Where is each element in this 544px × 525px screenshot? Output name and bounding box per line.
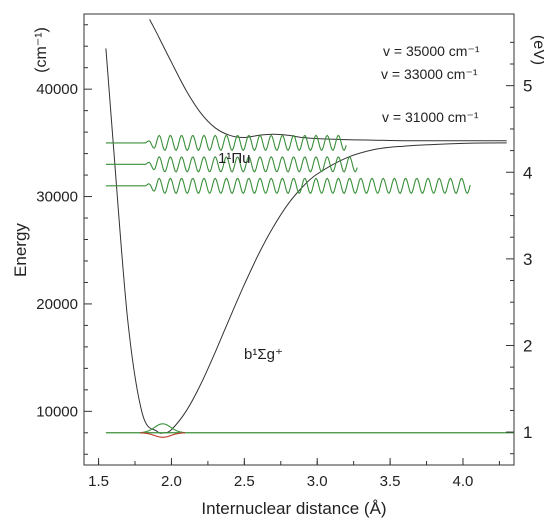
x-tick-label: 4.0 [453, 473, 474, 490]
x-axis-title: Internuclear distance (Å) [201, 499, 386, 518]
x-tick-label: 3.5 [380, 473, 401, 490]
y2-axis-unit: (eV) [530, 35, 544, 65]
potential-curve-1-pi [149, 19, 507, 142]
continuum-wavefunction-35000 [105, 134, 347, 152]
y2-tick-label: 2 [523, 336, 532, 355]
continuum-wavefunction-31000 [105, 177, 471, 195]
x-tick-label: 3.0 [307, 473, 328, 490]
y-axis-unit: (cm⁻¹) [33, 27, 50, 73]
y-axis-title: Energy [11, 223, 30, 277]
ground-wavefunction [140, 423, 186, 434]
x-axis-ticks: 1.5 2.0 2.5 3.0 3.5 4.0 [88, 458, 500, 490]
curves-group [105, 19, 514, 438]
state-label-lower: b¹Σg⁺ [244, 346, 283, 363]
continuum-wavefunction-33000 [105, 155, 358, 173]
y-tick-label: 10000 [36, 403, 78, 420]
y-tick-label: 20000 [36, 296, 78, 313]
vib-level-label-31000: v = 31000 cm⁻¹ [382, 109, 479, 125]
state-label-upper: 1¹Πu [218, 150, 251, 167]
x-tick-label: 1.5 [88, 473, 109, 490]
y-tick-label: 40000 [36, 81, 78, 98]
y-tick-label: 30000 [36, 189, 78, 206]
x-tick-label: 2.0 [161, 473, 182, 490]
y2-axis-ticks: 1 2 3 4 5 [506, 41, 532, 455]
vib-level-label-33000: v = 33000 cm⁻¹ [381, 66, 478, 82]
y2-tick-label: 4 [523, 163, 532, 182]
vib-level-label-35000: v = 35000 cm⁻¹ [383, 43, 480, 59]
y2-tick-label: 1 [523, 423, 532, 442]
x-tick-label: 2.5 [234, 473, 255, 490]
ground-wavefunction-density [140, 432, 186, 438]
y2-tick-label: 3 [523, 250, 532, 269]
y2-tick-label: 5 [523, 77, 532, 96]
y-axis-ticks: 10000 20000 30000 40000 [36, 24, 92, 455]
potential-curve-b-sigma [105, 48, 507, 434]
